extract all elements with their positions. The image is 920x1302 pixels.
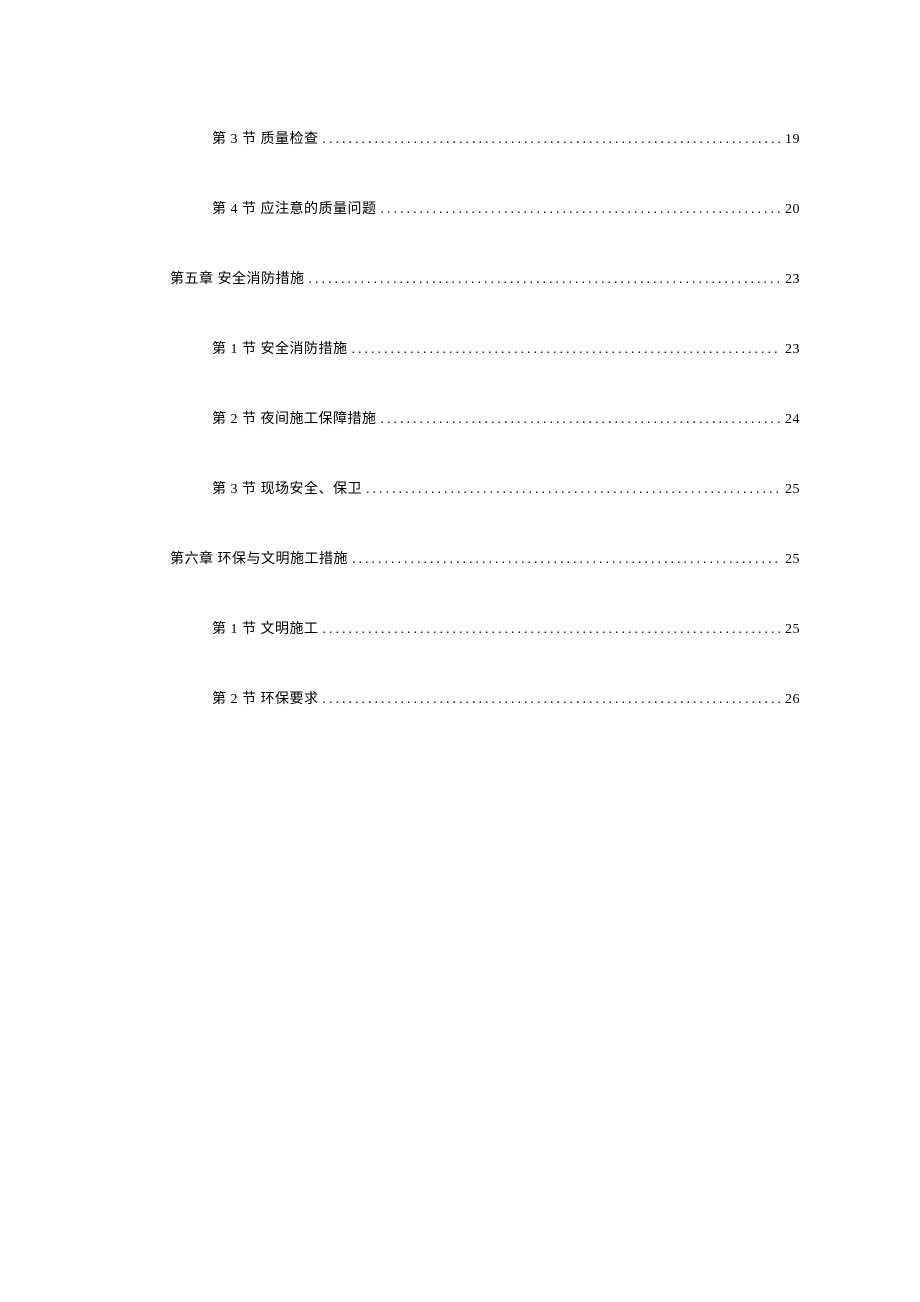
toc-leader-dots <box>323 692 782 708</box>
toc-leader-dots <box>352 342 782 358</box>
toc-leader-dots <box>381 412 782 428</box>
toc-entry-page: 25 <box>785 482 800 498</box>
toc-entry-label: 第 3 节 质量检查 <box>212 128 319 148</box>
toc-entry: 第六章 环保与文明施工措施 25 <box>170 548 800 568</box>
toc-entry-label: 第 1 节 安全消防措施 <box>212 338 348 358</box>
toc-entry-label: 第 2 节 环保要求 <box>212 688 319 708</box>
toc-entry-label: 第 4 节 应注意的质量问题 <box>212 198 377 218</box>
toc-leader-dots <box>309 272 782 288</box>
toc-leader-dots <box>323 622 782 638</box>
toc-entry-label: 第 3 节 现场安全、保卫 <box>212 478 362 498</box>
toc-entry-label: 第 2 节 夜间施工保障措施 <box>212 408 377 428</box>
toc-entry: 第 2 节 夜间施工保障措施 24 <box>212 408 800 428</box>
toc-entry: 第 2 节 环保要求 26 <box>212 688 800 708</box>
toc-entry-page: 26 <box>785 692 800 708</box>
toc-entry: 第 3 节 质量检查 19 <box>212 128 800 148</box>
toc-leader-dots <box>381 202 782 218</box>
toc-entry-page: 25 <box>785 622 800 638</box>
toc-entry-label: 第五章 安全消防措施 <box>170 268 305 288</box>
toc-entry-page: 19 <box>785 132 800 148</box>
toc-leader-dots <box>366 482 781 498</box>
toc-entry: 第 4 节 应注意的质量问题 20 <box>212 198 800 218</box>
toc-entry: 第 1 节 文明施工 25 <box>212 618 800 638</box>
toc-entry: 第 3 节 现场安全、保卫 25 <box>212 478 800 498</box>
toc-entry-label: 第六章 环保与文明施工措施 <box>170 548 348 568</box>
toc-entry: 第 1 节 安全消防措施 23 <box>212 338 800 358</box>
document-page: 第 3 节 质量检查 19 第 4 节 应注意的质量问题 20 第五章 安全消防措施 23… <box>0 0 920 708</box>
toc-entry-page: 24 <box>785 412 800 428</box>
toc-entry-page: 20 <box>785 202 800 218</box>
toc-entry-page: 23 <box>785 342 800 358</box>
toc-entry-page: 25 <box>785 552 800 568</box>
toc-entry: 第五章 安全消防措施 23 <box>170 268 800 288</box>
table-of-contents: 第 3 节 质量检查 19 第 4 节 应注意的质量问题 20 第五章 安全消防措施 23… <box>170 128 800 708</box>
toc-entry-label: 第 1 节 文明施工 <box>212 618 319 638</box>
toc-entry-page: 23 <box>785 272 800 288</box>
toc-leader-dots <box>352 552 781 568</box>
toc-leader-dots <box>323 132 782 148</box>
